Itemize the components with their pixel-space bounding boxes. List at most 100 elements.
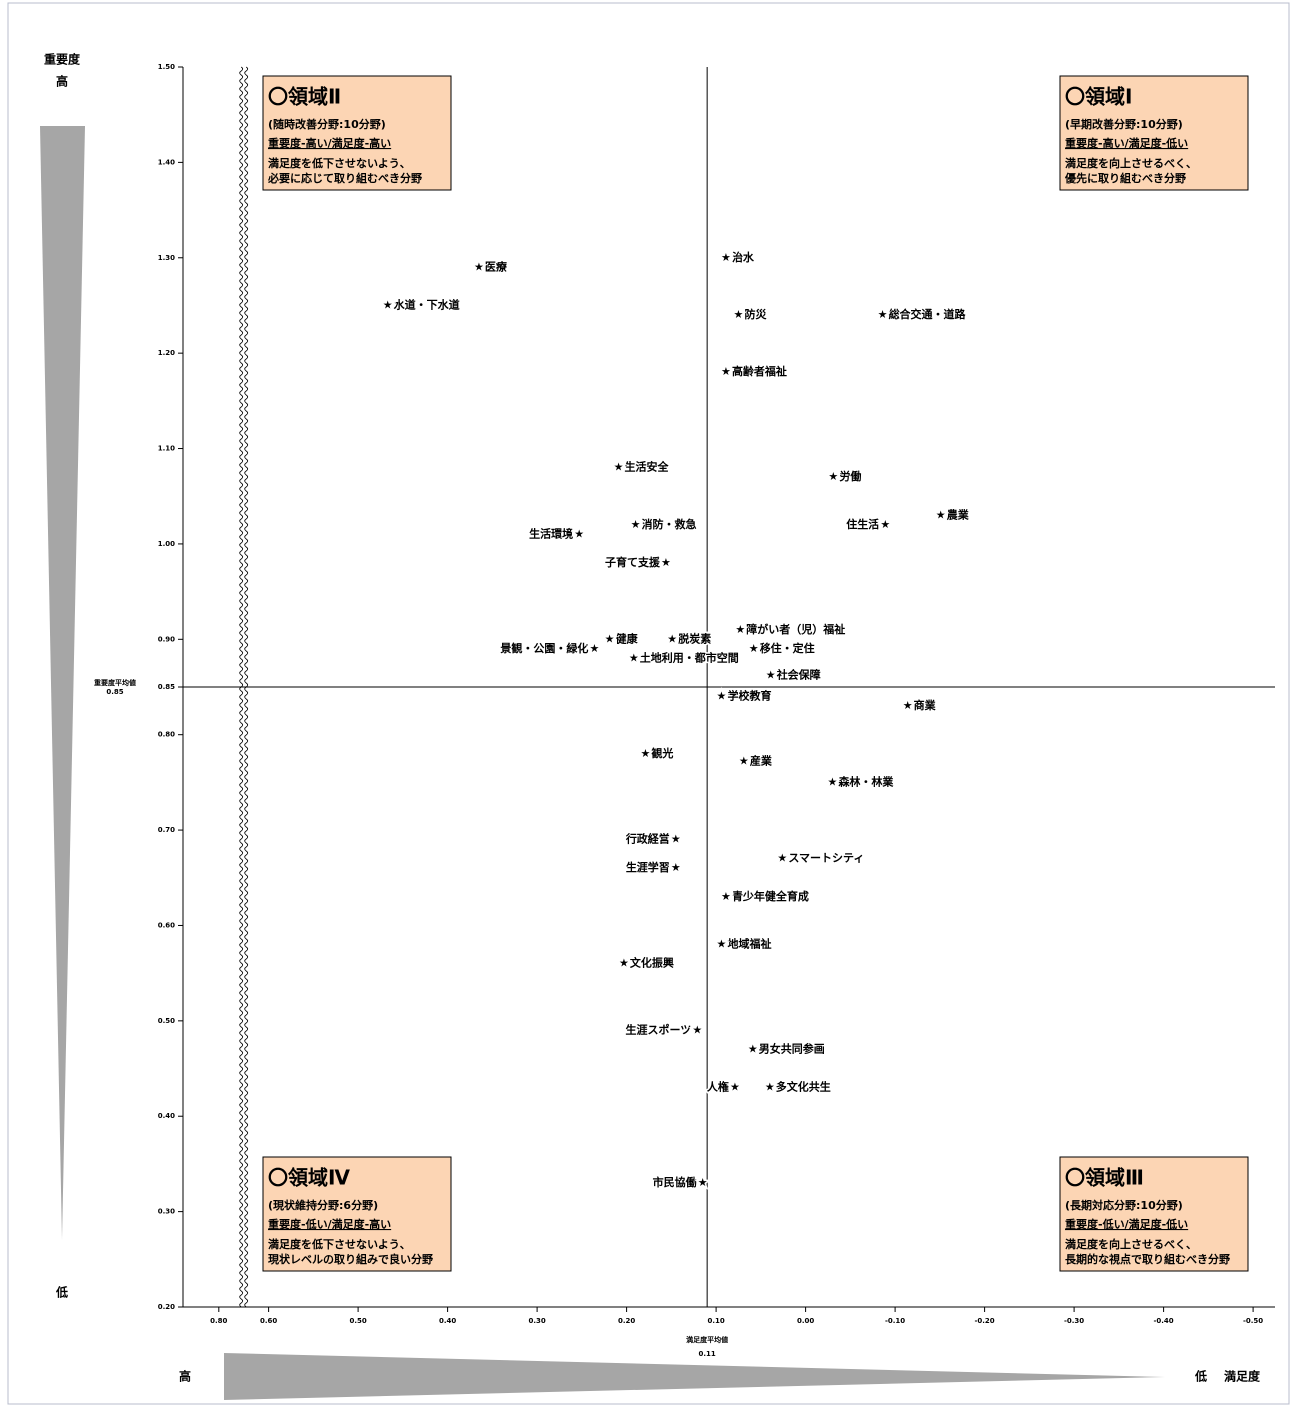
mean-x-label: 満足度平均値: [686, 1335, 728, 1344]
point-label: 治水: [732, 250, 755, 264]
point-label: 医療: [485, 259, 508, 273]
point: ★: [721, 890, 731, 903]
point-label: 消防・救急: [642, 517, 697, 531]
point: ★: [717, 690, 727, 703]
quadrant-note: 必要に応じて取り組むべき分野: [267, 171, 422, 185]
point: ★: [383, 298, 393, 311]
quadrant-subtitle: (随時改善分野:10分野): [268, 117, 386, 131]
point: ★: [640, 747, 650, 760]
point-label: 高齢者福祉: [732, 364, 787, 378]
x-tick-label: 0.30: [528, 1317, 545, 1325]
point-label: 住生活: [846, 517, 879, 531]
point-label: 生涯学習: [626, 860, 670, 874]
point-label: 産業: [750, 753, 773, 767]
quadrant-note: 優先に取り組むべき分野: [1064, 171, 1186, 185]
point: ★: [721, 365, 731, 378]
point: ★: [614, 461, 624, 474]
quadrant-box: [262, 75, 452, 191]
x-high: 高: [179, 1369, 191, 1384]
point: ★: [717, 938, 727, 951]
point-label: スマートシティ: [788, 852, 864, 865]
quadrant-title: 〇領域Ⅳ: [268, 1166, 350, 1190]
quadrant-note: 満足度を向上させるべく、: [1065, 1237, 1197, 1251]
y-tick-label: 0.50: [158, 1017, 175, 1025]
point: ★: [574, 527, 584, 540]
point: ★: [777, 852, 787, 865]
x-tick-label: 0.20: [618, 1317, 635, 1325]
x-tick-label: 0.40: [439, 1317, 456, 1325]
quadrant-title: 〇領域Ⅰ: [1065, 85, 1132, 109]
x-low: 低: [1194, 1369, 1207, 1384]
point: ★: [828, 470, 838, 483]
point-label: 障がい者（児）福祉: [746, 622, 845, 636]
point: ★: [692, 1023, 702, 1036]
point: ★: [629, 651, 639, 664]
point: ★: [735, 623, 745, 636]
quadrant-criteria: 重要度-低い/満足度-高い: [268, 1217, 391, 1231]
y-tick-label: 0.80: [158, 731, 175, 739]
quadrant-subtitle: (現状維持分野:6分野): [268, 1198, 378, 1212]
point: ★: [734, 308, 744, 321]
quadrant-criteria: 重要度-高い/満足度-高い: [268, 136, 391, 150]
point: ★: [698, 1176, 708, 1189]
y-tick-label: 0.85: [158, 683, 175, 691]
point-label: 人権: [707, 1080, 729, 1094]
quadrant-note: 長期的な視点で取り組むべき分野: [1065, 1252, 1230, 1266]
x-tick-label: 0.80: [210, 1317, 227, 1325]
point-label: 学校教育: [727, 689, 771, 703]
y-tick-label: 1.10: [158, 445, 175, 453]
point-label: 森林・林業: [838, 774, 894, 788]
point-label: 地域福祉: [727, 937, 771, 951]
x-tick-label: -0.30: [1064, 1317, 1084, 1325]
x-axis-label: 満足度: [1224, 1369, 1261, 1384]
x-tick-label: 0.50: [349, 1317, 366, 1325]
point: ★: [730, 1081, 740, 1094]
point: ★: [749, 642, 759, 655]
quadrant-subtitle: (長期対応分野:10分野): [1065, 1198, 1183, 1212]
point: ★: [605, 632, 615, 645]
y-tick-label: 0.60: [158, 921, 175, 929]
point-label: 健康: [616, 631, 639, 645]
point: ★: [766, 669, 776, 682]
quadrant-note: 現状レベルの取り組みで良い分野: [268, 1252, 433, 1266]
point-label: 景観・公園・緑化: [499, 641, 588, 655]
point: ★: [667, 632, 677, 645]
point: ★: [661, 556, 671, 569]
point-label: 行政経営: [625, 832, 670, 846]
y-tick-label: 0.30: [158, 1208, 175, 1216]
point: ★: [721, 251, 731, 264]
point-label: 青少年健全育成: [732, 889, 809, 903]
point: ★: [903, 699, 913, 712]
quadrant-box: [1059, 75, 1249, 191]
point: ★: [748, 1042, 758, 1055]
quadrant-title: 〇領域Ⅱ: [268, 85, 341, 109]
point-label: 観光: [651, 746, 673, 760]
point-label: 移住・定住: [760, 641, 815, 655]
x-tick-label: 0.00: [797, 1317, 814, 1325]
point: ★: [739, 754, 749, 767]
x-tick-label: -0.50: [1243, 1317, 1263, 1325]
y-tick-label: 1.00: [158, 540, 175, 548]
point-label: 農業: [947, 507, 970, 521]
y-axis-label: 重要度: [44, 52, 81, 67]
point-label: 水道・下水道: [394, 297, 460, 311]
point-label: 防災: [744, 307, 767, 321]
y-tick-label: 0.90: [158, 635, 175, 643]
x-tick-label: -0.40: [1154, 1317, 1174, 1325]
point: ★: [631, 518, 641, 531]
point: ★: [828, 775, 838, 788]
importance-wedge: [40, 126, 85, 1240]
x-tick-label: -0.10: [885, 1317, 905, 1325]
point: ★: [474, 260, 484, 273]
point: ★: [878, 308, 888, 321]
point: ★: [936, 508, 946, 521]
y-tick-label: 1.50: [158, 63, 175, 71]
point-label: 生活安全: [625, 460, 670, 474]
frame: [7, 2, 1290, 1405]
point-label: 生活環境: [529, 526, 573, 540]
point-label: 脱炭素: [678, 631, 711, 645]
point-label: 土地利用・都市空間: [640, 650, 739, 664]
point-label: 多文化共生: [776, 1080, 831, 1094]
quadrant-box: [262, 1156, 452, 1272]
point: ★: [671, 833, 681, 846]
